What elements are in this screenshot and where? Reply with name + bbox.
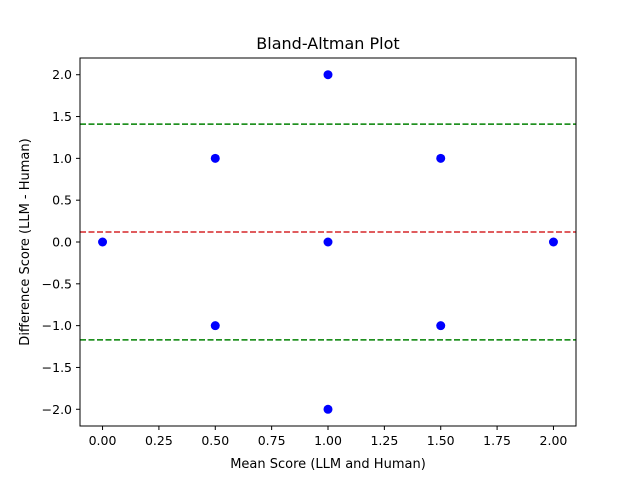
y-tick-label: −2.0 (42, 402, 72, 417)
plot-area (80, 70, 576, 414)
y-axis-label: Difference Score (LLM - Human) (18, 138, 33, 345)
data-point (98, 237, 108, 247)
data-point (436, 321, 446, 331)
y-tick-label: −1.5 (42, 360, 72, 375)
chart-title: Bland-Altman Plot (256, 34, 399, 53)
x-tick-label: 2.00 (540, 433, 568, 448)
y-tick-label: −1.0 (42, 318, 72, 333)
data-point (548, 237, 558, 247)
x-tick-label: 1.75 (483, 433, 511, 448)
data-point (436, 153, 446, 163)
y-tick-label: 2.0 (52, 67, 72, 82)
x-tick-label: 1.25 (370, 433, 398, 448)
x-tick-label: 1.00 (314, 433, 342, 448)
x-axis-label: Mean Score (LLM and Human) (230, 457, 426, 472)
y-tick-label: −0.5 (42, 276, 72, 291)
y-tick-label: 0.5 (52, 193, 72, 208)
x-tick-label: 0.75 (258, 433, 286, 448)
data-point (323, 70, 333, 80)
x-tick-label: 0.00 (89, 433, 117, 448)
y-tick-label: 0.0 (52, 235, 72, 250)
data-point (323, 404, 333, 414)
y-axis: −2.0 −1.5 −1.0 −0.5 0.0 0.5 1.0 1.5 2.0 (42, 67, 80, 417)
data-point (210, 321, 220, 331)
x-axis: 0.00 0.25 0.50 0.75 1.00 1.25 1.50 1.75 2.00 (89, 426, 568, 448)
x-tick-label: 0.50 (201, 433, 229, 448)
x-tick-label: 0.25 (145, 433, 173, 448)
y-tick-label: 1.0 (52, 151, 72, 166)
x-tick-label: 1.50 (427, 433, 455, 448)
data-point (210, 153, 220, 163)
data-point (323, 237, 333, 247)
y-tick-label: 1.5 (52, 109, 72, 124)
